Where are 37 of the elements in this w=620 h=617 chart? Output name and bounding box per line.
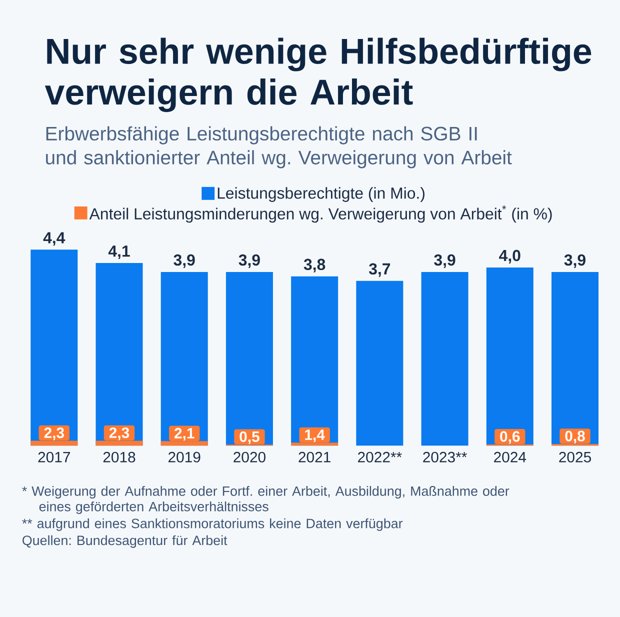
x-tick-label: 2022** <box>358 452 402 462</box>
x-tick-label: 2019 <box>168 452 200 462</box>
source-note: Quellen: Bundesagentur für Arbeit <box>22 535 228 548</box>
data-label: 3,7 <box>368 263 390 277</box>
data-label: 1,4 <box>305 429 325 442</box>
x-tick-label: 2021 <box>298 452 330 462</box>
data-label: 3,9 <box>174 254 195 268</box>
x-tick-label: 2018 <box>103 452 136 462</box>
bar <box>356 280 404 446</box>
x-tick-label: 2017 <box>38 452 70 462</box>
data-label: 3,9 <box>238 254 260 268</box>
legend-label: Anteil Leistungsminderungen wg. Verweigerung von Arbeit$^{*}$ (in %) <box>89 205 552 223</box>
x-tick-label: 2024 <box>494 452 526 462</box>
data-label: 2,3 <box>109 427 130 440</box>
bar <box>226 272 273 446</box>
data-label: 3,9 <box>564 254 586 268</box>
x-tick-label: 2023** <box>423 452 467 462</box>
chart-subtitle: Erbwerbsfähige Leistungsberechtigte nach SGB II und sanktionierter Anteil wg. Verweigerung von Arbeit <box>46 126 512 168</box>
text: * Weigerung der Aufnahme oder Fortf. einer Arbeit, Ausbildung, Maßnahme oder eines geförderten Arbeitsverhältnisses <box>22 486 510 514</box>
data-label: 2,1 <box>174 428 194 441</box>
data-label: 2,3 <box>44 427 64 440</box>
data-label: 0,8 <box>565 430 585 444</box>
bar <box>421 272 468 446</box>
data-label: 3,9 <box>434 254 456 268</box>
data-label: 0,6 <box>500 431 520 444</box>
data-label: 4,0 <box>499 250 520 264</box>
x-tick-label: 2025 <box>559 452 591 462</box>
data-label: 4,4 <box>43 232 66 246</box>
x-tick-label: 2020 <box>234 452 266 462</box>
legend-label: Leistungsberechtigte (in Mio.) <box>218 187 424 202</box>
data-label: 4,1 <box>108 245 130 259</box>
chart-title: Nur sehr wenige Hilfsbedürftige verweigern die Arbeit <box>44 38 592 112</box>
bar <box>551 272 598 446</box>
data-label: 3,8 <box>304 258 326 272</box>
data-label: 0,5 <box>240 431 260 444</box>
text: ** aufgrund eines Sanktionsmoratoriums keine Daten verfügbar <box>22 518 403 531</box>
bar <box>486 267 534 446</box>
